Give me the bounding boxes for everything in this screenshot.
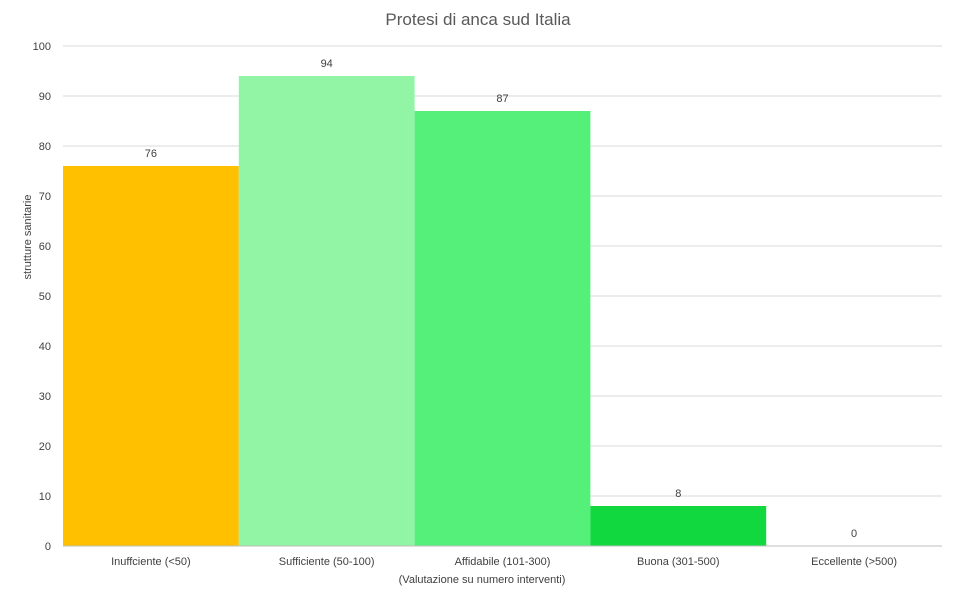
- data-label: 76: [145, 148, 157, 160]
- x-axis-title: (Valutazione su numero interventi): [399, 574, 566, 586]
- bar: [414, 111, 591, 546]
- bars: [63, 76, 767, 546]
- bar: [590, 506, 767, 546]
- y-tick-label: 0: [45, 541, 51, 553]
- y-tick-label: 30: [39, 391, 51, 403]
- x-tick-label: Sufficiente (50-100): [279, 556, 375, 568]
- x-tick-label: Inuffciente (<50): [111, 556, 191, 568]
- data-label: 87: [496, 93, 508, 105]
- y-tick-label: 100: [33, 41, 51, 53]
- y-axis-ticks: 0 10 20 30 40 50 60 70 80 90 100: [33, 41, 51, 553]
- data-label: 8: [675, 488, 681, 500]
- y-tick-label: 50: [39, 291, 51, 303]
- y-tick-label: 80: [39, 141, 51, 153]
- data-label: 0: [851, 528, 857, 540]
- bar: [63, 166, 239, 546]
- y-tick-label: 90: [39, 91, 51, 103]
- y-tick-label: 20: [39, 441, 51, 453]
- x-tick-label: Eccellente (>500): [811, 556, 897, 568]
- y-axis-title: strutture sanitarie: [22, 195, 34, 280]
- y-tick-label: 60: [39, 241, 51, 253]
- x-tick-label: Buona (301-500): [637, 556, 720, 568]
- bar: [238, 76, 415, 546]
- data-label: 94: [321, 58, 333, 70]
- x-tick-label: Affidabile (101-300): [455, 556, 551, 568]
- y-tick-label: 40: [39, 341, 51, 353]
- chart-title: Protesi di anca sud Italia: [385, 10, 571, 29]
- y-tick-label: 70: [39, 191, 51, 203]
- y-tick-label: 10: [39, 491, 51, 503]
- x-axis-ticks: Inuffciente (<50) Sufficiente (50-100) Aff…: [111, 556, 897, 568]
